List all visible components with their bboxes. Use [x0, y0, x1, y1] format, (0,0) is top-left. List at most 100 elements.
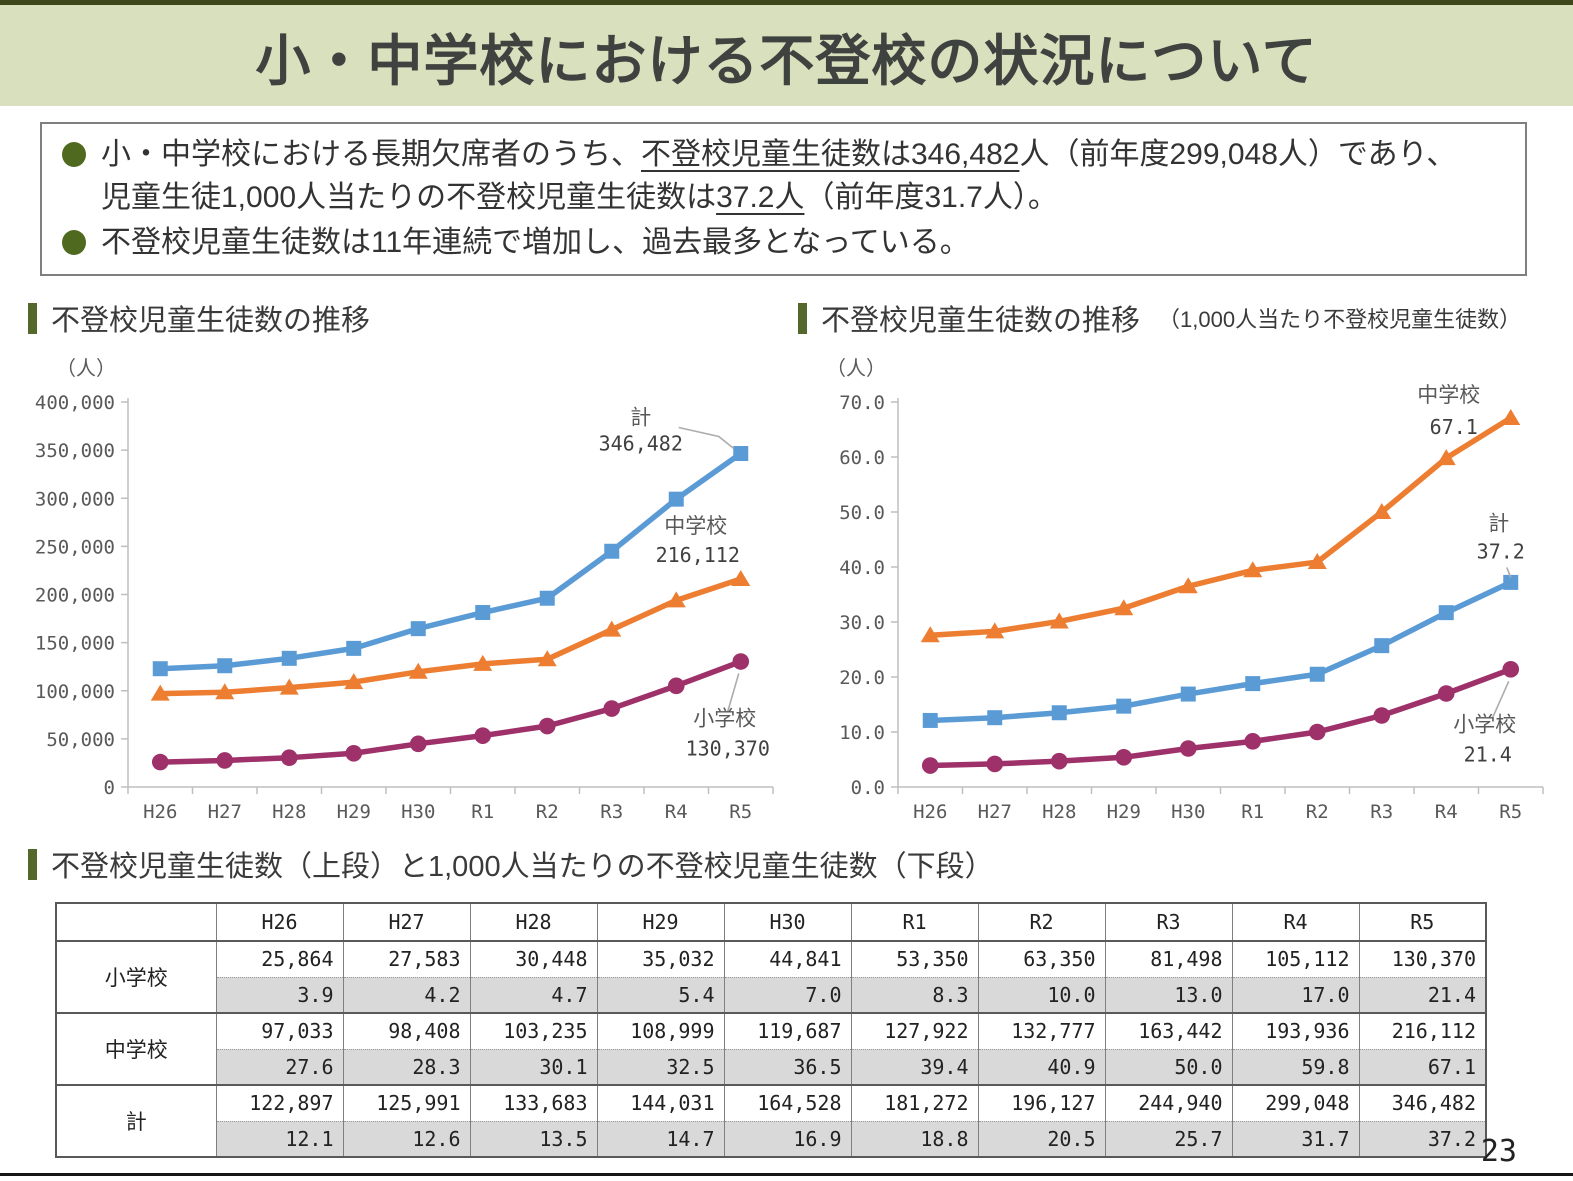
table-cell-rate: 50.0	[1104, 1049, 1232, 1085]
bottom-border-line	[0, 1173, 1573, 1176]
table-col-header: R1	[850, 903, 978, 942]
table-cell-rate: 39.4	[850, 1049, 978, 1085]
table-row-label: 中学校	[55, 1012, 216, 1085]
table-cell-rate: 17.0	[1231, 977, 1359, 1013]
x-tick-label: H30	[1171, 801, 1205, 822]
annotation-series-name: 計	[1488, 512, 1509, 535]
y-tick-label: 400,000	[35, 392, 115, 414]
table-cell-count: 133,683	[469, 1084, 597, 1122]
annotation-leader-line	[1506, 567, 1512, 578]
x-tick-label: H28	[1042, 801, 1076, 822]
data-point-計-H26	[922, 712, 938, 728]
table-col-header: R5	[1358, 903, 1486, 942]
y-tick-label: 350,000	[35, 440, 115, 462]
table-cell-rate: 32.5	[596, 1049, 724, 1085]
section-title-rates: 不登校児童生徒数の推移 （1,000人当たり不登校児童生徒数）	[798, 297, 1573, 339]
y-tick-label: 0.0	[851, 777, 885, 799]
text-segment: （前年度31.7人）。	[804, 181, 1058, 214]
annotation-leader-line	[1492, 680, 1510, 718]
series-line-小学校	[930, 666, 1512, 769]
data-point-小学校-R5	[732, 653, 750, 670]
table-cell-rate: 10.0	[977, 977, 1105, 1013]
data-point-計-H27	[987, 710, 1003, 726]
x-tick-label: R1	[471, 801, 494, 822]
x-axis: H26 H27 H28 H29 H30 R1 R2 R3 R4 R5	[897, 786, 1544, 822]
x-tick-label: R4	[665, 801, 688, 822]
table-cell-rate: 36.5	[723, 1049, 851, 1085]
data-point-中学校-H28	[1049, 612, 1069, 629]
x-tick-label: H27	[978, 801, 1012, 822]
table-row-label: 計	[55, 1084, 216, 1157]
data-point-小学校-R3	[1373, 707, 1391, 724]
line-chart-rates: （人） 70.0 60.0 50.0 40.0 30.0 20.0 10.0 0.0 H26 H27…	[826, 357, 1544, 822]
table-col-header: H30	[723, 903, 851, 942]
data-point-中学校-H29	[344, 673, 364, 690]
data-point-計-R4	[1438, 605, 1454, 621]
data-point-中学校-R1	[473, 654, 493, 671]
table-section: 不登校児童生徒数（上段）と1,000人当たりの不登校児童生徒数（下段） H26 H…	[28, 843, 1558, 1158]
table-cell-count: 97,033	[215, 1012, 343, 1050]
y-axis: 400,000 350,000 300,000 250,000 200,000 150,0…	[35, 392, 129, 799]
x-tick-label: R3	[1370, 801, 1393, 822]
data-point-小学校-R2	[1308, 723, 1326, 741]
table-col-header: H29	[596, 903, 724, 942]
annotation-value: 130,370	[686, 737, 770, 761]
y-axis-unit-label: （人）	[826, 357, 886, 380]
table-cell-count: 299,048	[1231, 1084, 1359, 1122]
annotation-series-name: 小学校	[1453, 713, 1516, 736]
section-bar-icon	[798, 302, 807, 334]
data-point-中学校-R2	[537, 650, 557, 667]
section-title-rates-text: 不登校児童生徒数の推移	[821, 305, 1141, 337]
table-cell-count: 30,448	[469, 940, 597, 978]
x-axis: H26 H27 H28 H29 H30 R1 R2 R3 R4 R5	[127, 786, 774, 822]
data-point-小学校-H27	[216, 752, 234, 769]
series-line-計	[160, 451, 743, 672]
table-cell-count: 130,370	[1358, 940, 1486, 978]
data-point-中学校-H30	[1178, 577, 1198, 594]
section-bar-icon	[28, 302, 37, 334]
table-cell-rate: 12.6	[342, 1121, 470, 1157]
data-point-計-R1	[475, 605, 491, 621]
data-point-中学校-H29	[1114, 599, 1134, 616]
annotation-leader-line	[678, 426, 735, 450]
data-point-中学校-R4	[666, 591, 686, 608]
table-col-header: R4	[1231, 903, 1359, 942]
section-bar-icon	[28, 848, 37, 880]
data-point-小学校-H29	[345, 744, 363, 762]
data-point-計-H27	[217, 658, 233, 674]
table-cell-rate: 67.1	[1358, 1049, 1486, 1085]
annotation-value: 346,482	[599, 432, 683, 456]
page-number: 23	[1480, 1134, 1517, 1169]
y-tick-label: 60.0	[839, 447, 885, 469]
data-point-小学校-R4	[667, 677, 685, 695]
data-point-小学校-R2	[538, 717, 556, 735]
table-cell-count: 25,864	[215, 940, 343, 978]
data-point-計-H30	[1180, 686, 1196, 702]
data-point-小学校-R1	[474, 727, 492, 744]
table-cell-rate: 59.8	[1231, 1049, 1359, 1085]
table-cell-count: 27,583	[342, 940, 470, 978]
table-cell-rate: 5.4	[596, 977, 724, 1013]
table-cell-rate: 13.5	[469, 1121, 597, 1157]
table-cell-count: 163,442	[1104, 1012, 1232, 1050]
table-cell-rate: 16.9	[723, 1121, 851, 1157]
series-line-計	[930, 579, 1512, 724]
chart-block-rates: 不登校児童生徒数の推移 （1,000人当たり不登校児童生徒数） （人） 70.0 6…	[798, 297, 1573, 822]
x-tick-label: R4	[1435, 801, 1458, 822]
summary-bullet-2-text: 不登校児童生徒数は11年連続で増加し、過去最多となっている。	[101, 226, 970, 259]
section-title-rates-suffix: （1,000人当たり不登校児童生徒数）	[1158, 307, 1522, 332]
x-tick-label: R5	[729, 801, 752, 822]
y-tick-label: 30.0	[839, 612, 885, 634]
data-point-小学校-R4	[1437, 685, 1455, 702]
series-line-小学校	[160, 658, 742, 765]
data-point-中学校-R1	[1243, 561, 1263, 578]
data-point-中学校-R2	[1307, 553, 1327, 570]
x-tick-label: H26	[913, 801, 947, 822]
data-point-小学校-R3	[603, 700, 621, 717]
page-title: 小・中学校における不登校の状況について	[255, 29, 1318, 92]
table-row-counts-中学校: 中学校 97,033 98,408 103,235 108,999 119,687 127,…	[55, 1012, 1486, 1085]
x-tick-label: R5	[1499, 801, 1522, 822]
summary-box: 小・中学校における長期欠席者のうち、不登校児童生徒数は346,482人（前年度2…	[40, 122, 1527, 276]
data-point-計-H29	[346, 640, 362, 656]
x-tick-label: H27	[208, 801, 242, 822]
